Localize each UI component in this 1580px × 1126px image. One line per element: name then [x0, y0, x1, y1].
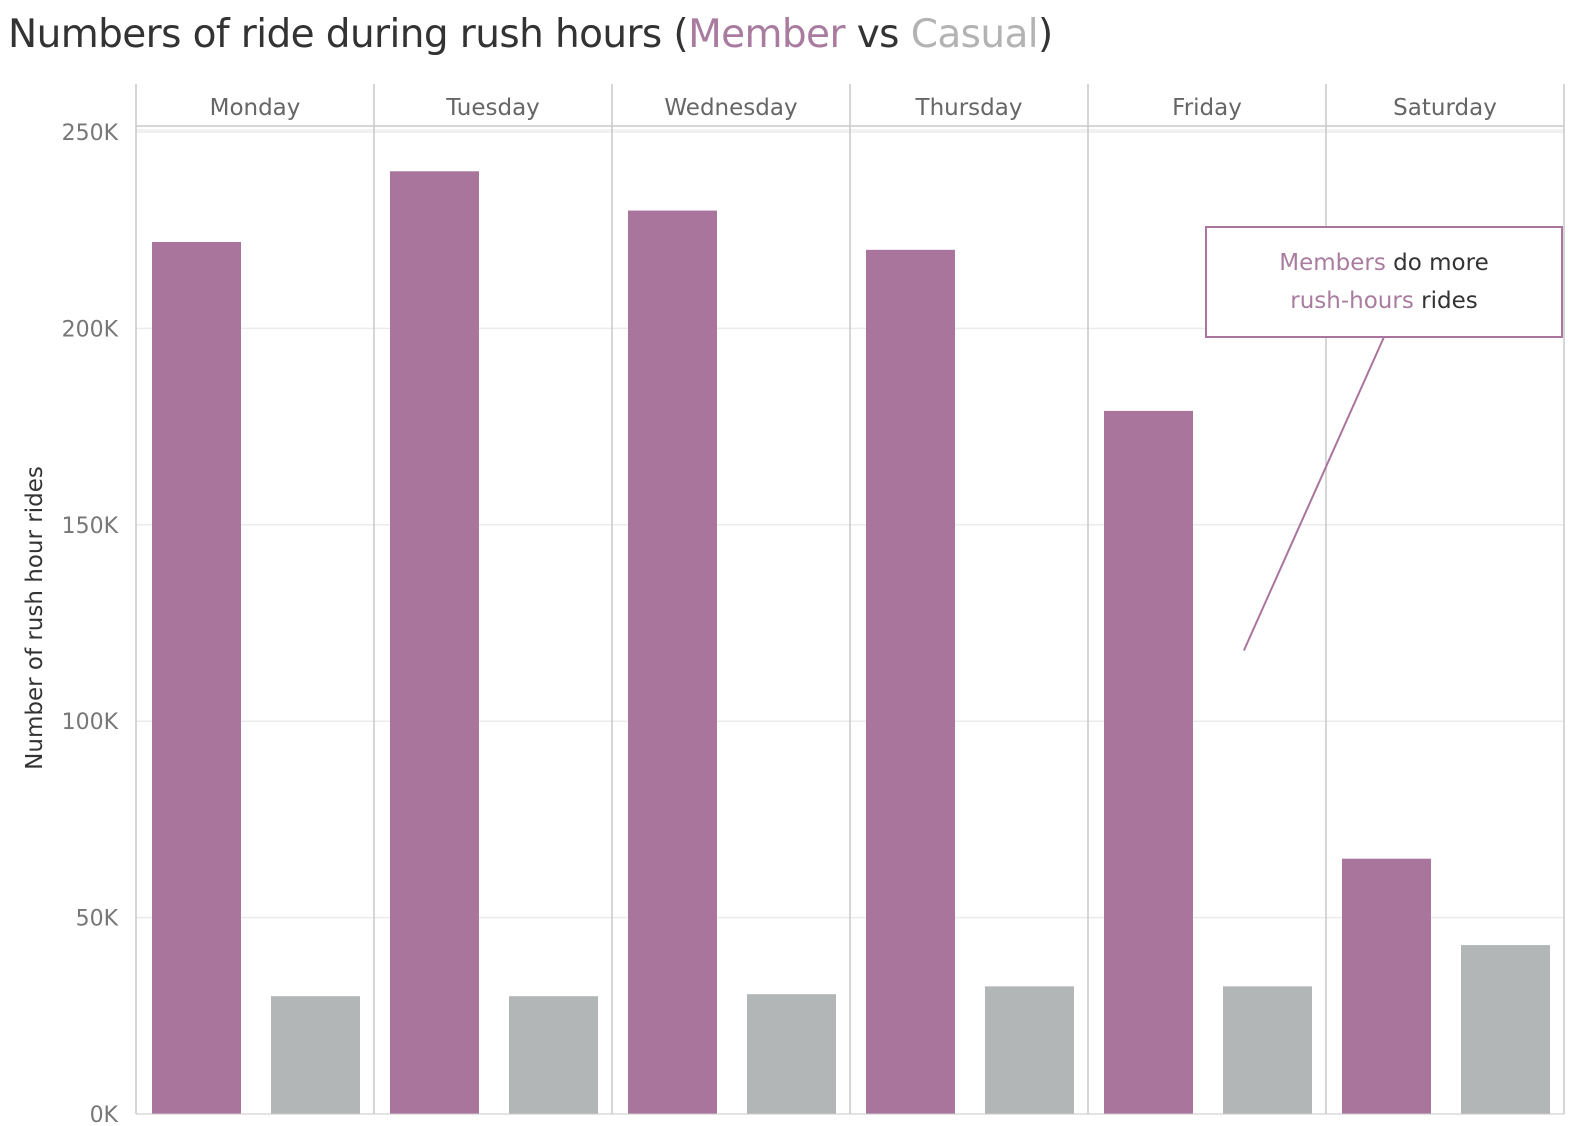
casual-bar-wednesday — [747, 994, 836, 1114]
member-bar-wednesday — [628, 210, 717, 1114]
y-tick-label: 200K — [62, 317, 119, 342]
y-axis: 0K 50K 100K 150K 200K 250K — [62, 121, 1564, 1126]
title-prefix: Numbers of ride during rush hours ( — [8, 12, 689, 57]
title-casual: Casual — [910, 12, 1039, 57]
y-tick-label: 0K — [90, 1103, 119, 1126]
y-axis-label: Number of rush hour rides — [22, 466, 48, 770]
annotation — [1205, 226, 1563, 651]
casual-bar-saturday — [1461, 945, 1550, 1114]
member-bar-thursday — [866, 249, 955, 1115]
member-bar-monday — [152, 241, 241, 1114]
casual-bar-monday — [271, 996, 360, 1114]
annotation-do-more: do more — [1385, 250, 1489, 276]
title-member: Member — [688, 12, 845, 57]
casual-bar-tuesday — [509, 996, 598, 1114]
chart-title: Numbers of ride during rush hours (Membe… — [8, 12, 1053, 57]
annotation-rush-hours: rush-hours — [1290, 288, 1414, 314]
annotation-members: Members — [1279, 250, 1386, 276]
annotation-box — [1205, 226, 1563, 338]
bars — [152, 171, 1550, 1115]
member-bar-tuesday — [390, 171, 479, 1114]
day-header-saturday: Saturday — [1393, 95, 1497, 121]
y-tick-label: 150K — [62, 514, 119, 539]
member-bar-friday — [1104, 410, 1193, 1114]
day-header-wednesday: Wednesday — [664, 95, 797, 121]
y-tick-label: 100K — [62, 710, 119, 735]
day-header-monday: Monday — [210, 95, 301, 121]
title-middle: vs — [844, 12, 911, 57]
annotation-rides: rides — [1413, 288, 1478, 314]
day-header-thursday: Thursday — [915, 95, 1023, 121]
day-headers: Monday Tuesday Wednesday Thursday Friday Satu… — [135, 84, 1565, 1114]
member-bar-saturday — [1342, 858, 1431, 1114]
y-tick-label: 250K — [62, 121, 119, 146]
day-header-tuesday: Tuesday — [445, 95, 540, 121]
day-header-friday: Friday — [1172, 95, 1242, 121]
y-tick-label: 50K — [76, 907, 119, 932]
casual-bar-friday — [1223, 986, 1312, 1114]
annotation-pointer — [1242, 336, 1385, 651]
annotation-text: Members do more rush-hours rides — [1206, 244, 1562, 320]
casual-bar-thursday — [985, 986, 1074, 1114]
title-suffix: ) — [1038, 12, 1053, 57]
